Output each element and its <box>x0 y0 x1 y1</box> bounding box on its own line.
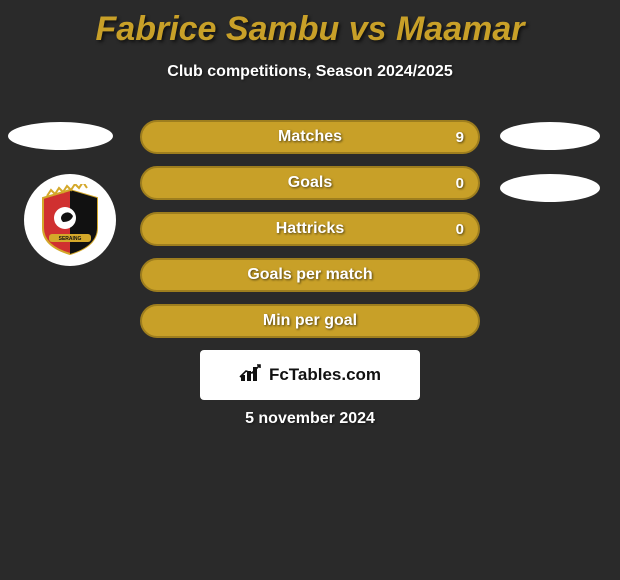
bar-chart-icon <box>239 363 263 388</box>
stat-row-matches: Matches 9 <box>140 120 480 154</box>
stat-value-right: 0 <box>456 221 464 238</box>
stat-value-right: 9 <box>456 129 464 146</box>
stat-row-min-per-goal: Min per goal <box>140 304 480 338</box>
stat-row-goals: Goals 0 <box>140 166 480 200</box>
page-title: Fabrice Sambu vs Maamar <box>0 0 620 49</box>
stat-row-goals-per-match: Goals per match <box>140 258 480 292</box>
date-line: 5 november 2024 <box>0 410 620 428</box>
club-shield-icon: SERAING <box>39 184 101 256</box>
stat-label: Min per goal <box>263 312 357 330</box>
svg-text:SERAING: SERAING <box>59 236 82 242</box>
subtitle: Club competitions, Season 2024/2025 <box>0 63 620 81</box>
stat-label: Hattricks <box>276 220 344 238</box>
player-left-oval <box>8 122 113 150</box>
player-right-oval-2 <box>500 174 600 202</box>
stat-label: Goals per match <box>247 266 372 284</box>
brand-box: FcTables.com <box>200 350 420 400</box>
club-badge: SERAING <box>24 174 116 266</box>
stats-rows: Matches 9 Goals 0 Hattricks 0 Goals per … <box>140 120 480 350</box>
stat-value-right: 0 <box>456 175 464 192</box>
stat-label: Goals <box>288 174 332 192</box>
player-right-oval-1 <box>500 122 600 150</box>
brand-text: FcTables.com <box>269 365 381 385</box>
stat-label: Matches <box>278 128 342 146</box>
stat-row-hattricks: Hattricks 0 <box>140 212 480 246</box>
